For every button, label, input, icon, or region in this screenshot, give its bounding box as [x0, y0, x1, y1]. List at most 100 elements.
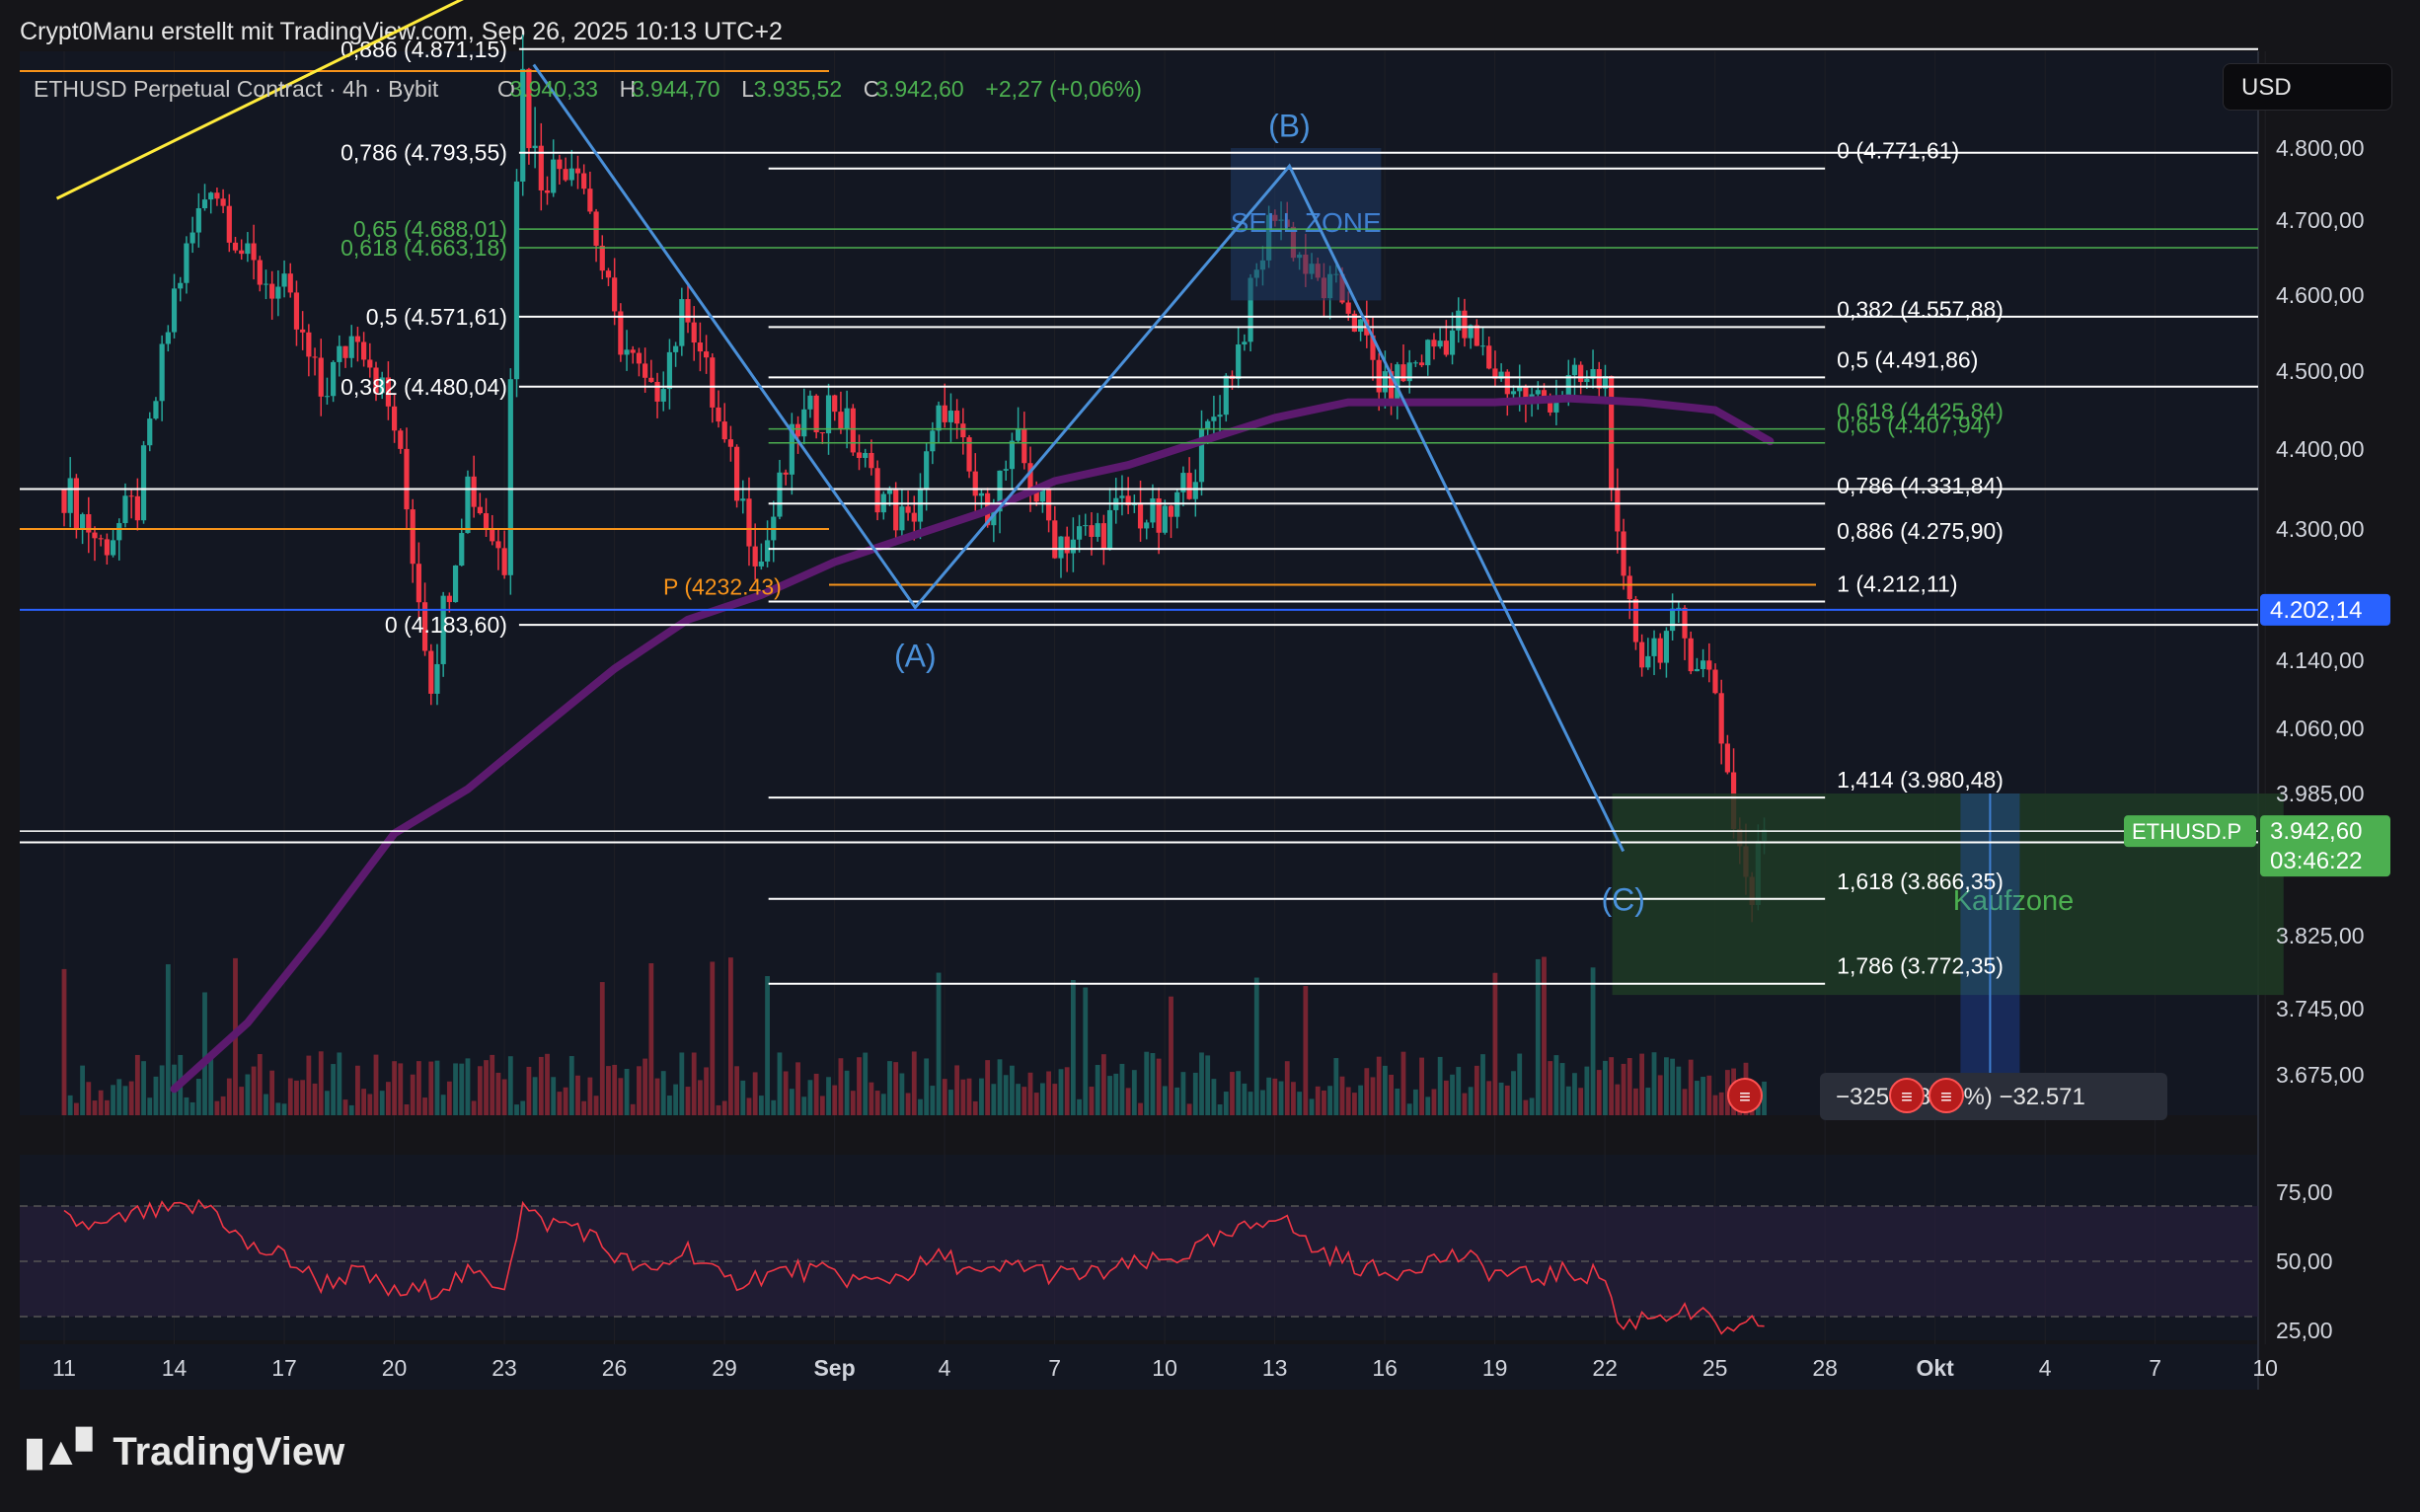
volume-bar-227 [1450, 1074, 1455, 1115]
volume-bar-180 [1162, 1086, 1168, 1115]
candle-body-243 [1548, 397, 1553, 413]
volume-bar-177 [1144, 1051, 1150, 1115]
candle-body-19 [178, 282, 184, 289]
candle-body-41 [312, 356, 318, 358]
candle-body-102 [685, 299, 691, 323]
candle-body-15 [153, 401, 159, 419]
volume-bar-27 [226, 1078, 232, 1115]
candle-body-140 [917, 489, 924, 522]
candle-body-97 [654, 381, 660, 402]
candle-body-272 [1724, 743, 1730, 773]
volume-bar-247 [1572, 1073, 1577, 1115]
candle-body-255 [1621, 531, 1626, 576]
candle-body-32 [257, 260, 263, 285]
candle-body-0 [61, 489, 67, 513]
volume-bar-175 [1131, 1070, 1137, 1115]
candle-body-252 [1602, 376, 1609, 389]
candle-body-193 [1242, 341, 1248, 345]
volume-bar-95 [643, 1058, 648, 1115]
candle-body-138 [905, 506, 911, 513]
candle-body-270 [1712, 669, 1718, 694]
volume-bar-4 [86, 1082, 92, 1115]
time-tick-9: 7 [1048, 1355, 1061, 1381]
volume-bar-166 [1077, 1098, 1082, 1115]
candle-body-27 [226, 205, 232, 243]
volume-bar-111 [740, 1080, 746, 1115]
candle-body-261 [1657, 638, 1663, 663]
volume-bar-9 [116, 1079, 122, 1115]
candle-body-149 [972, 471, 978, 496]
candle-body-112 [746, 498, 752, 547]
candle-body-107 [716, 407, 721, 422]
candle-body-20 [184, 243, 189, 283]
us-flag-glyph-1: ≡ [1901, 1087, 1913, 1108]
volume-bar-151 [985, 1060, 991, 1115]
wave-label-0: (A) [894, 638, 937, 673]
candle-body-136 [893, 490, 899, 531]
candle-body-169 [1095, 523, 1100, 537]
legend-h: 3.944,70 [632, 76, 720, 102]
candle-body-194 [1248, 277, 1253, 342]
candle-body-23 [201, 199, 208, 209]
volume-bar-116 [771, 1099, 777, 1115]
volume-bar-52 [379, 1091, 385, 1115]
candle-body-164 [1064, 536, 1070, 554]
volume-bar-80 [551, 1077, 557, 1115]
legend-c-label: C [864, 76, 880, 102]
tradingview-logo-text: TradingView [113, 1429, 345, 1474]
volume-bar-81 [557, 1092, 563, 1115]
candle-body-228 [1456, 310, 1462, 331]
volume-bar-122 [807, 1080, 813, 1115]
volume-bar-186 [1199, 1052, 1204, 1115]
volume-bar-46 [342, 1099, 348, 1115]
volume-bar-1 [67, 1095, 73, 1115]
volume-bar-79 [545, 1053, 550, 1115]
volume-bar-123 [813, 1073, 819, 1115]
candle-body-263 [1670, 608, 1676, 632]
volume-bar-263 [1670, 1058, 1676, 1115]
candle-body-6 [98, 538, 104, 540]
volume-bar-224 [1431, 1089, 1437, 1115]
current-price-countdown: 03:46:22 [2270, 848, 2362, 874]
volume-bar-245 [1559, 1063, 1565, 1115]
candle-body-114 [758, 561, 764, 567]
volume-bar-104 [698, 1080, 703, 1115]
volume-bar-242 [1542, 956, 1547, 1115]
volume-bar-171 [1107, 1076, 1112, 1115]
tradingview-logo: ▮▲▘ TradingView [24, 1429, 344, 1474]
candle-body-26 [220, 198, 226, 206]
candle-body-235 [1498, 371, 1504, 379]
candle-body-96 [648, 377, 654, 382]
currency-button[interactable]: USD [2223, 63, 2392, 111]
volume-bar-85 [581, 1100, 587, 1115]
volume-bar-53 [386, 1082, 391, 1115]
candle-body-212 [1358, 319, 1364, 333]
time-tick-4: 23 [492, 1355, 517, 1381]
volume-bar-181 [1169, 996, 1173, 1115]
volume-bar-266 [1688, 1059, 1694, 1115]
candle-body-137 [899, 506, 905, 531]
volume-bar-205 [1315, 1086, 1321, 1115]
candle-body-185 [1192, 482, 1198, 499]
volume-bar-153 [997, 1059, 1003, 1115]
volume-bar-90 [612, 1064, 618, 1115]
volume-bar-36 [281, 1103, 287, 1115]
candle-body-104 [697, 342, 704, 352]
candle-body-241 [1535, 390, 1541, 395]
time-tick-3: 20 [382, 1355, 408, 1381]
volume-bar-88 [599, 982, 605, 1115]
volume-bar-195 [1253, 977, 1259, 1115]
candle-body-89 [605, 270, 612, 278]
volume-bar-144 [942, 1079, 947, 1115]
volume-bar-74 [514, 1104, 519, 1115]
candle-body-180 [1162, 505, 1168, 533]
volume-bar-75 [520, 1100, 526, 1115]
tradingview-logo-icon: ▮▲▘ [24, 1430, 107, 1474]
candle-body-81 [557, 159, 563, 170]
volume-bar-141 [924, 1058, 930, 1115]
candle-body-215 [1376, 359, 1382, 393]
candle-body-99 [666, 351, 673, 390]
volume-bar-120 [795, 1062, 800, 1115]
candle-body-220 [1406, 362, 1412, 382]
